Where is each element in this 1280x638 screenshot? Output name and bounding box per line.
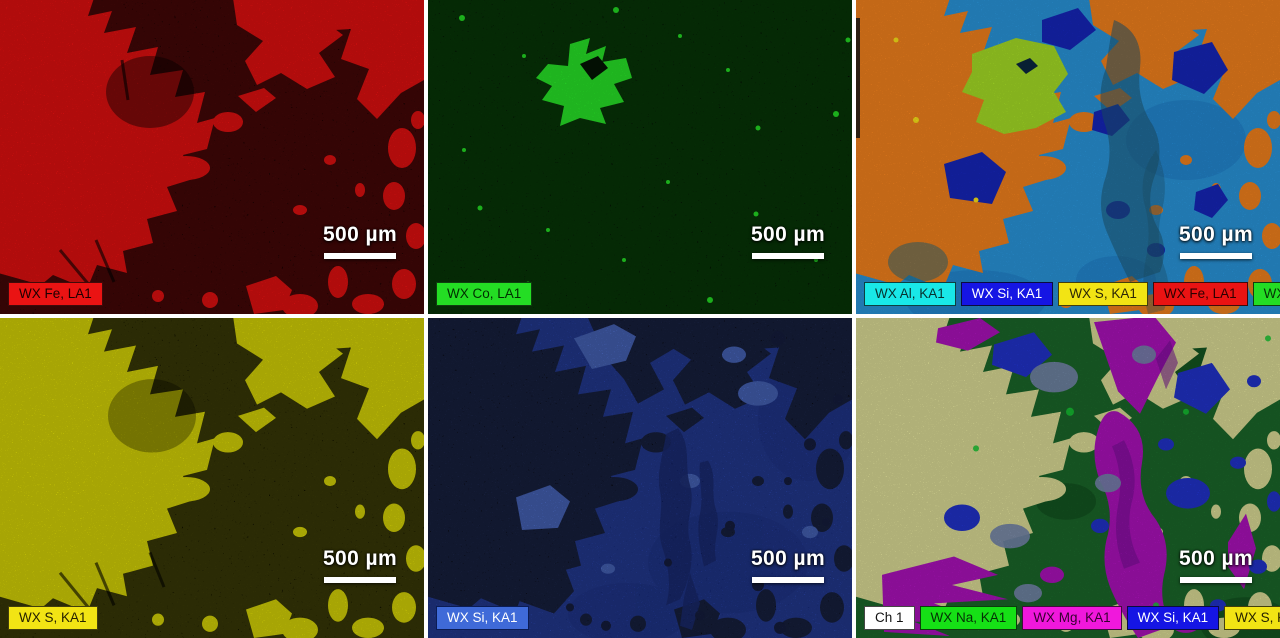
scale-indicator: 500 µm: [310, 223, 410, 259]
panel-s-map: WX S, KA1 500 µm: [0, 318, 424, 638]
scale-indicator: 500 µm: [738, 223, 838, 259]
chip-wx-mg-ka1: WX Mg, KA1: [1022, 605, 1122, 630]
fe-legend: WX Fe, LA1: [8, 281, 103, 306]
chip-wx-s-ka1: WX S, KA1: [8, 605, 98, 630]
scale-label: 500 µm: [750, 547, 826, 570]
panel-co-map: WX Co, LA1 500 µm: [428, 0, 852, 314]
scale-bar-line: [324, 577, 396, 583]
panel-composite-top: WX Al, KA1 WX Si, KA1 WX S, KA1 WX Fe, L…: [856, 0, 1280, 314]
scale-label: 500 µm: [322, 547, 398, 570]
scale-bar-line: [752, 253, 824, 259]
composite-bottom-grain: [856, 318, 1280, 638]
composite-bottom-image: [856, 318, 1280, 638]
scale-label: 500 µm: [1178, 547, 1254, 570]
s-grain-overlay: [0, 318, 424, 638]
si-legend: WX Si, KA1: [436, 605, 529, 630]
s-legend: WX S, KA1: [8, 605, 98, 630]
composite-top-legend: WX Al, KA1 WX Si, KA1 WX S, KA1 WX Fe, L…: [864, 281, 1280, 306]
si-map-image: [428, 318, 852, 638]
chip-wx-fe-la1: WX Fe, LA1: [8, 281, 103, 306]
chip-wx-s-ka1: WX S, KA1: [1058, 281, 1148, 306]
scale-indicator: 500 µm: [738, 547, 838, 583]
scale-bar-line: [1180, 577, 1252, 583]
composite-bottom-legend: Ch 1 WX Na, KA1 WX Mg, KA1 WX Si, KA1 WX…: [864, 605, 1280, 630]
fe-grain-overlay: [0, 0, 424, 314]
scale-indicator: 500 µm: [310, 547, 410, 583]
fe-map-image: [0, 0, 424, 314]
co-grain-overlay: [428, 0, 852, 314]
co-map-image: [428, 0, 852, 314]
panel-fe-map: WX Fe, LA1 500 µm: [0, 0, 424, 314]
composite-top-grain: [856, 0, 1280, 314]
scale-label: 500 µm: [750, 223, 826, 246]
scale-bar-line: [752, 577, 824, 583]
scale-bar-line: [324, 253, 396, 259]
chip-wx-fe-la1: WX Fe, LA1: [1152, 281, 1248, 306]
chip-wx-si-ka1: WX Si, KA1: [436, 605, 529, 630]
panel-composite-bottom: Ch 1 WX Na, KA1 WX Mg, KA1 WX Si, KA1 WX…: [856, 318, 1280, 638]
scale-label: 500 µm: [1178, 223, 1254, 246]
s-map-image: [0, 318, 424, 638]
panel-si-map: WX Si, KA1 500 µm: [428, 318, 852, 638]
chip-wx-s-ka1: WX S, KA1: [1224, 605, 1280, 630]
chip-wx-si-ka1: WX Si, KA1: [960, 281, 1054, 306]
scale-bar-line: [1180, 253, 1252, 259]
scale-indicator: 500 µm: [1166, 223, 1266, 259]
chip-wx-co-la1: WX Co, LA1: [1252, 281, 1280, 306]
scale-label: 500 µm: [322, 223, 398, 246]
chip-wx-al-ka1: WX Al, KA1: [864, 281, 956, 306]
composite-top-image: [856, 0, 1280, 314]
chip-ch-1: Ch 1: [864, 605, 915, 630]
si-grain-overlay: [428, 318, 852, 638]
scale-indicator: 500 µm: [1166, 547, 1266, 583]
chip-wx-co-la1: WX Co, LA1: [436, 281, 533, 306]
co-legend: WX Co, LA1: [436, 281, 533, 306]
chip-wx-si-ka1: WX Si, KA1: [1126, 605, 1220, 630]
chip-wx-na-ka1: WX Na, KA1: [919, 605, 1018, 630]
